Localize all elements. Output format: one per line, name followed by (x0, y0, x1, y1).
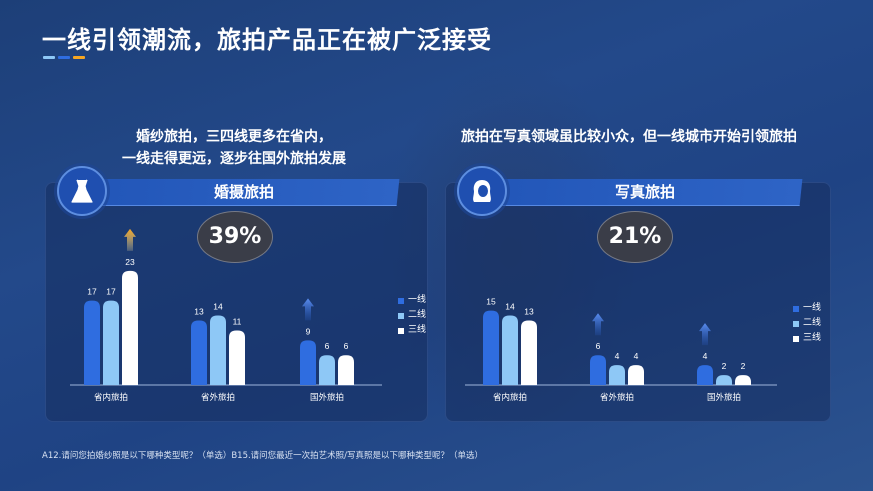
legend-swatch (398, 297, 404, 304)
legend-swatch (398, 327, 404, 334)
data-label: 17 (106, 287, 116, 297)
bar-三线-省外旅拍 (229, 330, 245, 385)
data-label: 4 (703, 351, 708, 361)
footnote: A12.请问您拍婚纱照是以下哪种类型呢？（单选）B15.请问您最近一次拍艺术照/… (42, 451, 484, 461)
data-label: 2 (722, 361, 727, 371)
x-tick-label: 省内旅拍 (94, 392, 128, 403)
page-title: 一线引领潮流，旅拍产品正在被广泛接受 (42, 26, 492, 54)
data-label: 9 (306, 326, 311, 336)
legend-swatch (398, 312, 404, 319)
data-label: 2 (741, 361, 746, 371)
trend-up-arrow-icon (699, 323, 711, 346)
legend-label: 三线 (408, 325, 427, 335)
bar-三线-国外旅拍 (338, 355, 354, 385)
right-bar-chart: 15 14 13 省内旅拍 6 4 4 省外旅拍 4 2 2 国外旅拍 (465, 297, 777, 403)
title-underline (43, 56, 85, 59)
legend-item: 三线 (398, 323, 426, 338)
bar-二线-省外旅拍 (609, 365, 625, 385)
bar-一线-省内旅拍 (84, 300, 100, 385)
bar-三线-国外旅拍 (735, 375, 751, 385)
right-subtitle: 旅拍在写真领域虽比较小众，但一线城市开始引领旅拍 (461, 129, 797, 145)
legend-label: 一线 (408, 295, 427, 305)
x-tick-label: 省外旅拍 (201, 392, 235, 403)
data-label: 6 (596, 341, 601, 351)
bar-一线-国外旅拍 (697, 365, 713, 385)
legend-item: 三线 (793, 331, 821, 346)
trend-up-arrow-icon (302, 298, 314, 321)
bar-二线-省外旅拍 (210, 315, 226, 385)
legend-item: 二线 (793, 316, 821, 331)
right-legend: 一线 二线 三线 (793, 301, 821, 346)
bar-三线-省内旅拍 (122, 270, 138, 385)
legend-label: 三线 (803, 333, 822, 343)
x-tick-label: 国外旅拍 (707, 392, 741, 403)
bar-三线-省内旅拍 (521, 320, 537, 385)
bar-二线-国外旅拍 (716, 375, 732, 385)
x-tick-label: 省外旅拍 (600, 392, 634, 403)
legend-swatch (793, 320, 799, 327)
legend-label: 一线 (803, 303, 822, 313)
data-label: 14 (213, 302, 223, 312)
bar-三线-省外旅拍 (628, 365, 644, 385)
x-tick-label: 省内旅拍 (493, 392, 527, 403)
bar-一线-省内旅拍 (483, 310, 499, 385)
left-legend: 一线 二线 三线 (398, 293, 426, 338)
bar-二线-省内旅拍 (103, 300, 119, 385)
legend-label: 二线 (803, 318, 822, 328)
data-label: 17 (87, 287, 97, 297)
legend-item: 一线 (793, 301, 821, 316)
bar-二线-省内旅拍 (502, 315, 518, 385)
data-label: 4 (615, 351, 620, 361)
legend-swatch (793, 305, 799, 312)
legend-swatch (793, 335, 799, 342)
data-label: 6 (325, 341, 330, 351)
legend-label: 二线 (408, 310, 427, 320)
bar-一线-省外旅拍 (590, 355, 606, 385)
left-subtitle-line1: 婚纱旅拍，三四线更多在省内， (136, 129, 332, 145)
data-label: 13 (194, 307, 204, 317)
data-label: 13 (524, 307, 534, 317)
woman-portrait-icon (457, 166, 507, 216)
wedding-dress-icon (57, 166, 107, 216)
left-bar-chart: 17 17 23 省内旅拍 13 14 11 省外旅拍 9 6 6 国外旅拍 (70, 228, 382, 403)
legend-item: 二线 (398, 308, 426, 323)
right-percentage: 21% (597, 211, 673, 263)
trend-up-arrow-icon (592, 313, 604, 336)
right-section-title: 写真旅拍 (614, 183, 675, 201)
trend-up-arrow-icon (124, 228, 136, 251)
data-label: 23 (125, 257, 135, 267)
data-label: 11 (233, 316, 242, 326)
data-label: 6 (344, 341, 349, 351)
data-label: 15 (486, 297, 496, 307)
data-label: 4 (634, 351, 639, 361)
x-tick-label: 国外旅拍 (310, 392, 344, 403)
left-percentage: 39% (197, 211, 273, 263)
left-section-title: 婚摄旅拍 (213, 183, 274, 201)
bar-二线-国外旅拍 (319, 355, 335, 385)
legend-item: 一线 (398, 293, 426, 308)
bar-一线-省外旅拍 (191, 320, 207, 385)
data-label: 14 (505, 302, 515, 312)
left-subtitle-line2: 一线走得更远，逐步往国外旅拍发展 (122, 151, 346, 167)
bar-一线-国外旅拍 (300, 340, 316, 385)
